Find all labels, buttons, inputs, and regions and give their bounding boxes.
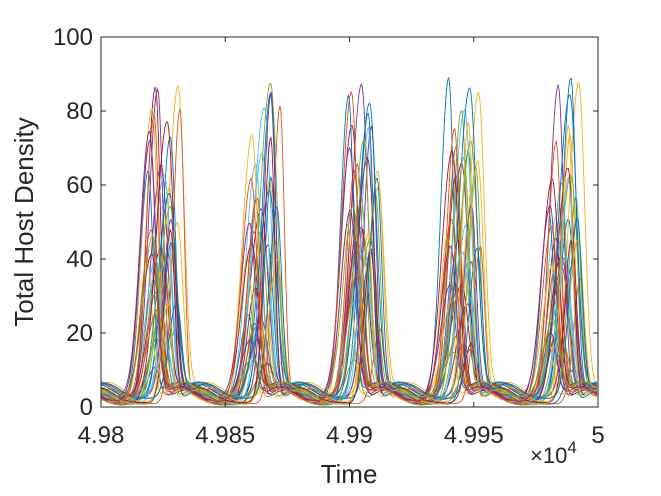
series-line bbox=[101, 90, 598, 404]
y-tick-label: 80 bbox=[66, 98, 93, 125]
series-line bbox=[101, 205, 598, 397]
y-tick-label: 60 bbox=[66, 172, 93, 199]
series-line bbox=[101, 181, 598, 406]
x-tick-label: 4.985 bbox=[195, 422, 255, 449]
y-axis-label: Total Host Density bbox=[9, 117, 39, 327]
x-tick-label: 4.99 bbox=[326, 422, 373, 449]
x-axis-multiplier-base: ×10 bbox=[530, 443, 567, 468]
x-axis-label: Time bbox=[321, 459, 378, 489]
series-line bbox=[101, 224, 597, 404]
y-tick-label: 0 bbox=[80, 394, 93, 421]
x-tick-label: 5 bbox=[591, 422, 604, 449]
ticks-group: 4.98 4.985 4.99 4.995 5 0 20 40 60 80 100 bbox=[53, 24, 605, 449]
y-tick-label: 40 bbox=[66, 246, 93, 273]
y-tick-label: 100 bbox=[53, 24, 93, 51]
series-line bbox=[101, 177, 598, 399]
x-tick-label: 4.98 bbox=[78, 422, 125, 449]
x-tick-label: 4.995 bbox=[444, 422, 504, 449]
x-axis-multiplier: ×104 bbox=[530, 438, 577, 468]
y-tick-label: 20 bbox=[66, 320, 93, 347]
series-line bbox=[101, 139, 598, 402]
series-line bbox=[101, 159, 598, 402]
series-line bbox=[101, 90, 598, 398]
x-axis-multiplier-exponent: 4 bbox=[567, 438, 576, 457]
